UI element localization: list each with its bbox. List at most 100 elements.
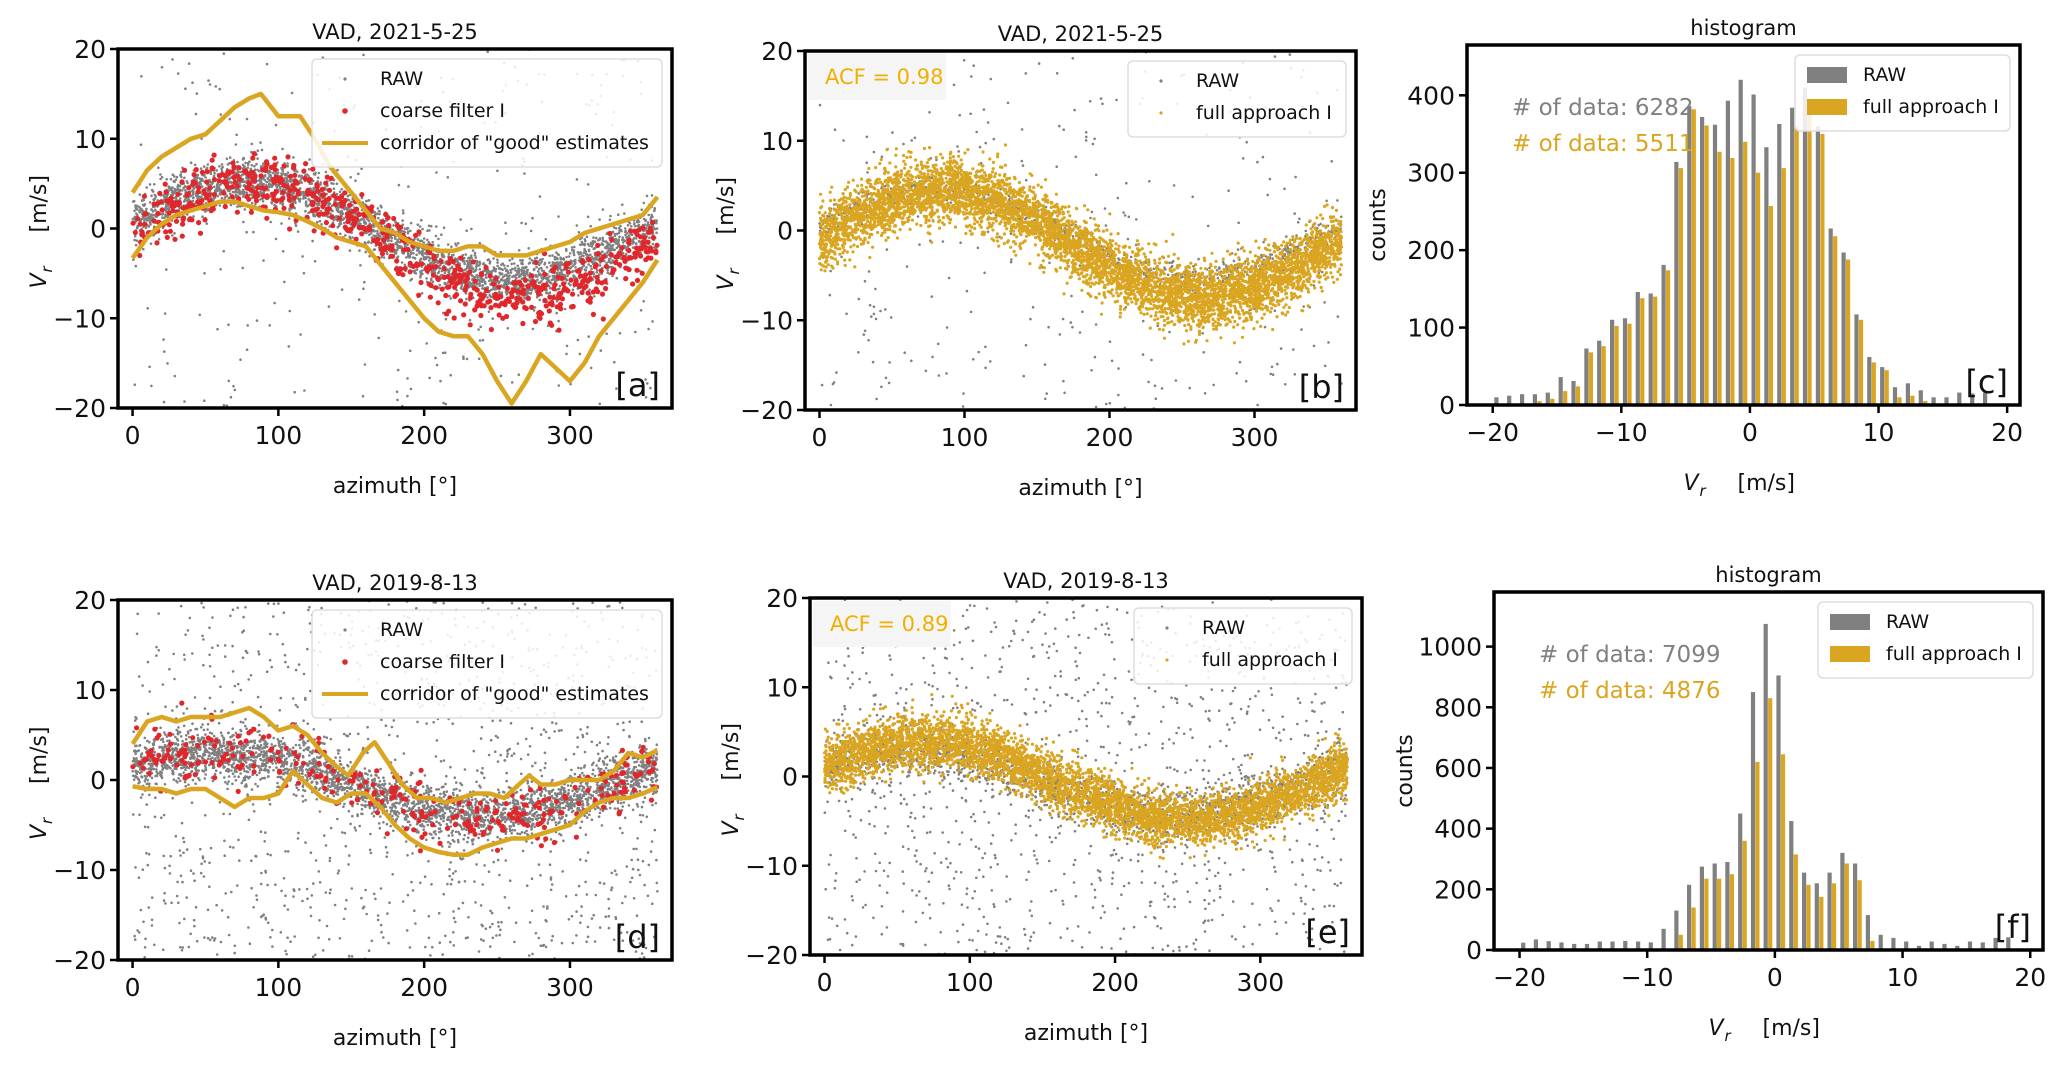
data-point: [402, 230, 406, 233]
data-point: [504, 221, 507, 224]
data-point: [369, 232, 373, 235]
data-point: [481, 338, 485, 342]
data-point: [221, 165, 224, 169]
data-point: [434, 260, 437, 264]
data-point: [262, 185, 269, 191]
data-point: [189, 161, 193, 164]
data-point: [435, 363, 439, 367]
data-point: [171, 186, 174, 189]
data-point: [284, 184, 290, 190]
data-point: [612, 226, 616, 229]
data-point: [199, 198, 205, 204]
x-tick-label: 200: [400, 421, 448, 450]
data-point: [655, 227, 659, 230]
data-point: [390, 239, 393, 243]
data-point: [493, 269, 497, 272]
data-point: [421, 227, 424, 231]
data-point: [600, 316, 606, 322]
data-point: [244, 185, 250, 191]
data-point: [492, 257, 495, 260]
data-point: [617, 231, 621, 235]
data-point: [511, 280, 517, 286]
data-point: [424, 265, 430, 271]
data-point: [418, 279, 424, 286]
data-point: [420, 218, 423, 222]
data-point: [406, 377, 409, 380]
data-point: [419, 270, 422, 273]
data-point: [359, 192, 365, 198]
data-point: [436, 255, 439, 259]
y-axis-label-sub: r: [38, 266, 56, 273]
data-point: [643, 232, 647, 236]
data-point: [262, 259, 265, 262]
data-point: [618, 332, 622, 335]
data-point: [538, 298, 541, 302]
data-point: [456, 259, 459, 263]
data-point: [588, 288, 591, 292]
data-point: [280, 172, 283, 175]
data-point: [221, 190, 227, 196]
data-point: [192, 190, 195, 193]
data-point: [293, 206, 297, 210]
data-point: [280, 222, 283, 225]
data-point: [356, 211, 362, 218]
data-point: [407, 260, 413, 266]
data-point: [395, 390, 399, 394]
data-point: [586, 183, 590, 186]
data-point: [505, 293, 509, 296]
data-point: [475, 283, 479, 286]
data-point: [634, 330, 637, 334]
data-point: [652, 246, 656, 249]
data-point: [557, 215, 560, 218]
data-point: [582, 264, 586, 268]
data-point: [437, 270, 441, 273]
data-point: [594, 274, 600, 280]
data-point: [502, 302, 508, 308]
data-point: [595, 256, 598, 260]
data-point: [276, 171, 280, 174]
data-point: [565, 352, 568, 356]
data-point: [416, 238, 420, 241]
data-point: [308, 158, 311, 161]
data-point: [1215, 269, 1219, 272]
data-point: [466, 266, 469, 270]
data-point: [300, 181, 304, 184]
data-point: [552, 282, 558, 288]
data-point: [363, 280, 366, 284]
data-point: [417, 320, 421, 324]
data-point: [450, 258, 456, 265]
data-point: [585, 290, 591, 296]
data-point: [172, 236, 178, 242]
data-point: [428, 259, 431, 262]
data-point: [172, 191, 175, 195]
data-point: [280, 167, 284, 171]
data-point: [385, 252, 389, 256]
data-point: [164, 234, 170, 240]
data-point: [239, 170, 243, 174]
data-point: [502, 286, 506, 289]
data-point: [396, 248, 399, 251]
data-point: [223, 196, 227, 199]
data-point: [271, 179, 277, 185]
data-point: [191, 172, 197, 178]
data-point: [174, 178, 178, 181]
data-point: [311, 228, 317, 234]
data-point: [622, 258, 628, 264]
data-point: [148, 365, 151, 369]
data-point: [288, 209, 291, 212]
data-point: [145, 219, 149, 222]
data-point: [436, 253, 440, 257]
data-point: [408, 349, 412, 353]
data-point: [449, 373, 453, 377]
data-point: [529, 288, 532, 292]
data-point: [471, 249, 475, 252]
data-point: [578, 282, 584, 288]
data-point: [202, 191, 208, 197]
data-point: [916, 215, 920, 218]
data-point: [373, 211, 377, 214]
data-point: [219, 113, 223, 116]
data-point: [238, 192, 242, 196]
data-point: [286, 197, 292, 203]
data-point: [290, 182, 296, 188]
data-point: [525, 291, 529, 295]
